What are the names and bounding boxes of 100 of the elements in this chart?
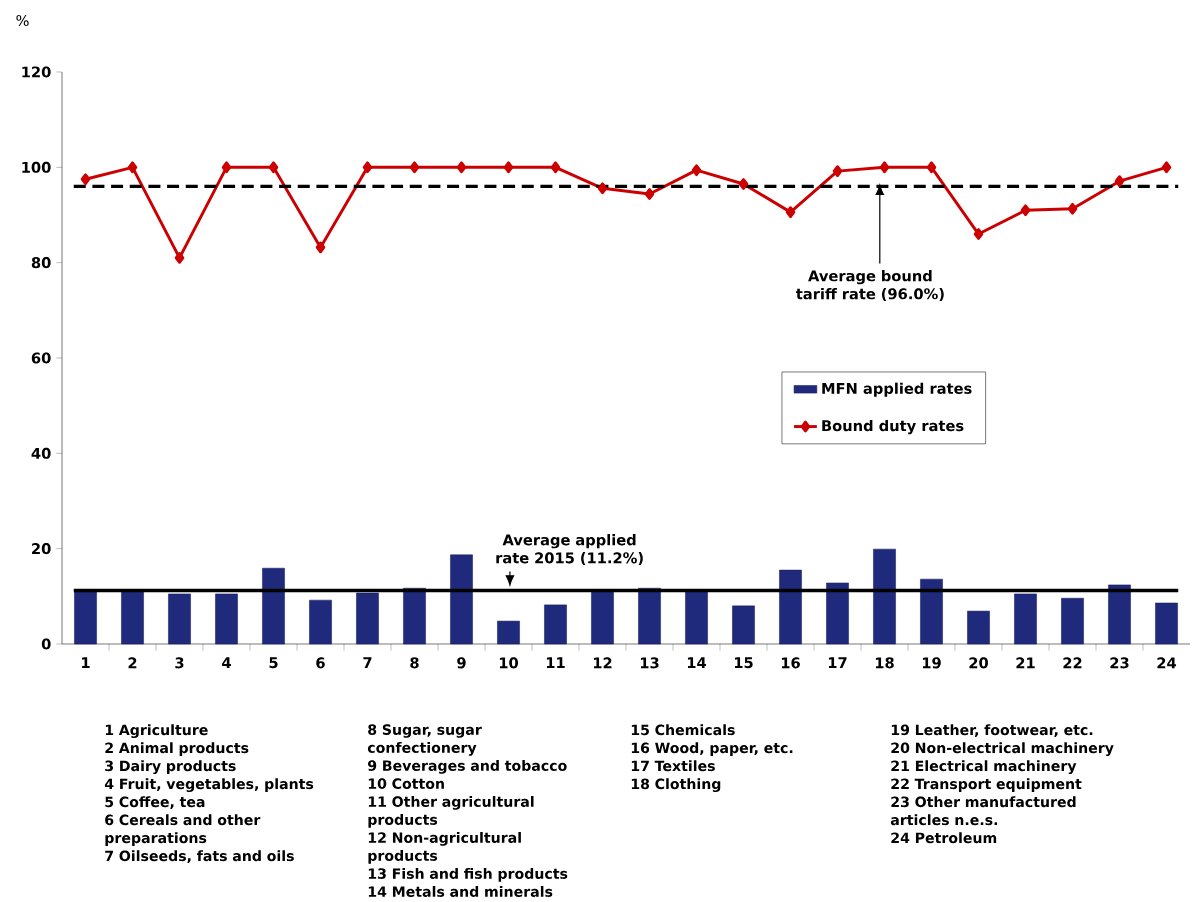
point xyxy=(362,161,373,174)
point xyxy=(926,161,937,174)
y-tick-label: 60 xyxy=(31,352,51,364)
bar xyxy=(732,605,755,645)
bar xyxy=(1061,597,1084,645)
bar xyxy=(1155,602,1178,645)
x-tick-label: 18 xyxy=(875,657,894,669)
x-tick-label: 6 xyxy=(316,657,325,669)
point xyxy=(550,161,561,174)
point xyxy=(127,161,138,174)
bar xyxy=(121,591,144,645)
x-tick-label: 20 xyxy=(969,657,988,669)
text: 21 Electrical machinery xyxy=(891,760,1077,775)
point xyxy=(691,164,702,177)
x-tick-label: 11 xyxy=(546,657,565,669)
bar xyxy=(591,591,614,645)
text: 1 Agriculture xyxy=(105,724,208,739)
legend-label: Bound duty rates xyxy=(822,419,964,435)
text: 13 Fish and fish products xyxy=(368,867,568,882)
text: 5 Coffee, tea xyxy=(105,796,205,809)
bar xyxy=(826,582,849,645)
x-tick-label: 22 xyxy=(1063,657,1082,669)
bar xyxy=(356,592,379,645)
y-tick-label: 100 xyxy=(22,161,51,173)
point xyxy=(644,188,655,200)
point xyxy=(973,228,984,240)
point xyxy=(1161,161,1172,174)
bar xyxy=(920,578,943,645)
bar xyxy=(74,591,97,645)
point xyxy=(832,165,843,177)
text: 3 Dairy products xyxy=(105,760,236,775)
text: 10 Cotton xyxy=(368,778,444,789)
ref-line-label: Average applied rate 2015 (11.2%) xyxy=(496,534,643,566)
text: 16 Wood, paper, etc. xyxy=(631,742,793,756)
point xyxy=(1114,175,1125,188)
x-tick-label: 5 xyxy=(269,657,278,669)
text: 24 Petroleum xyxy=(891,832,997,844)
bar xyxy=(1014,593,1037,645)
text: 6 Cereals and other preparations xyxy=(105,814,261,846)
bar xyxy=(450,554,473,645)
y-axis-title: % xyxy=(16,14,29,27)
text: 4 Fruit, vegetables, plants xyxy=(104,778,314,793)
point xyxy=(785,206,796,218)
text: 9 Beverages and tobacco xyxy=(368,759,567,774)
x-tick-label: 14 xyxy=(687,657,707,669)
bar xyxy=(873,548,896,645)
x-tick-label: 12 xyxy=(593,657,612,669)
point xyxy=(1067,202,1078,215)
x-tick-label: 19 xyxy=(922,657,941,669)
point xyxy=(456,161,467,174)
text: 8 Sugar, sugar confectionery xyxy=(367,724,482,756)
bar xyxy=(168,593,191,645)
x-tick-label: 10 xyxy=(499,657,518,669)
bar xyxy=(309,599,332,645)
y-tick-label: 40 xyxy=(31,447,51,459)
point xyxy=(80,173,91,186)
bar xyxy=(638,587,661,645)
point xyxy=(597,182,608,195)
point xyxy=(879,161,890,174)
y-tick-label: 80 xyxy=(31,257,51,269)
point xyxy=(174,252,185,264)
y-tick-label: 0 xyxy=(41,638,51,650)
x-tick-label: 16 xyxy=(781,657,800,669)
text: 2 Animal products xyxy=(105,742,249,756)
x-tick-label: 21 xyxy=(1016,657,1035,669)
y-tick-label: 20 xyxy=(32,543,51,555)
point xyxy=(221,161,232,174)
x-tick-label: 7 xyxy=(363,657,372,669)
text: 22 Transport equipment xyxy=(891,778,1082,792)
x-tick-label: 9 xyxy=(457,657,466,669)
x-tick-label: 23 xyxy=(1110,657,1129,669)
text: 11 Other agricultural products xyxy=(368,795,534,828)
x-tick-label: 3 xyxy=(175,657,184,669)
bar xyxy=(685,591,708,645)
text: 18 Clothing xyxy=(631,778,721,793)
y-tick-label: 120 xyxy=(22,66,51,78)
x-tick-label: 24 xyxy=(1157,657,1177,669)
bar xyxy=(215,593,238,645)
text: 15 Chemicals xyxy=(631,724,735,736)
bar xyxy=(544,604,567,645)
text: 7 Oilseeds, fats and oils xyxy=(105,850,294,863)
point xyxy=(268,161,279,174)
bar xyxy=(403,587,426,645)
point xyxy=(409,161,420,174)
bar xyxy=(967,610,990,645)
point xyxy=(738,178,749,190)
ref-line-label: Average bound tariff rate (96.0%) xyxy=(795,270,944,302)
point xyxy=(315,241,326,254)
x-tick-label: 8 xyxy=(410,657,419,669)
text: 23 Other manufactured articles n.e.s. xyxy=(890,796,1076,826)
x-tick-label: 13 xyxy=(640,657,659,669)
text: 17 Textiles xyxy=(631,760,715,772)
bar xyxy=(262,567,285,645)
bar xyxy=(1108,584,1131,645)
text: 12 Non-agricultural products xyxy=(368,831,521,864)
text: 19 Leather, footwear, etc. xyxy=(891,724,1093,737)
x-tick-label: 17 xyxy=(828,657,847,669)
bar xyxy=(497,620,520,645)
x-tick-label: 15 xyxy=(734,657,753,669)
x-tick-label: 2 xyxy=(128,657,137,669)
